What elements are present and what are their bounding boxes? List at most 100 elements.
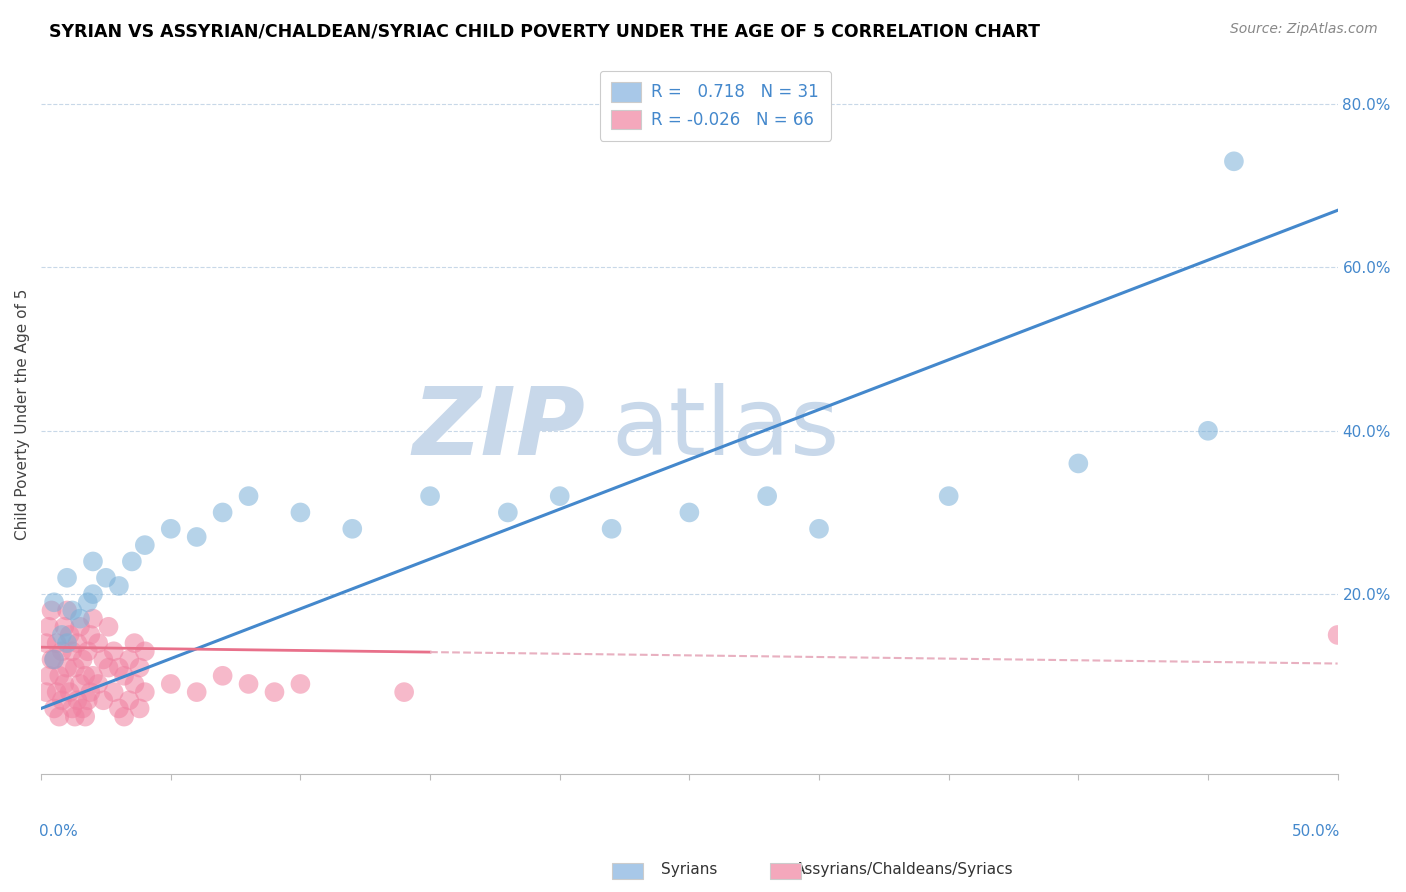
Point — [76, 644, 98, 658]
Point — [41, 652, 63, 666]
Point — [548, 489, 571, 503]
Text: Source: ZipAtlas.com: Source: ZipAtlas.com — [1230, 22, 1378, 37]
Point — [128, 701, 150, 715]
Point — [63, 709, 86, 723]
Point — [79, 685, 101, 699]
Point — [1326, 628, 1348, 642]
Point — [94, 571, 117, 585]
Point — [112, 669, 135, 683]
Point — [60, 603, 83, 617]
Point — [66, 636, 89, 650]
Point — [108, 701, 131, 715]
Text: atlas: atlas — [612, 383, 839, 475]
Point — [87, 636, 110, 650]
Point — [72, 701, 94, 715]
Point — [290, 506, 312, 520]
Text: 0.0%: 0.0% — [38, 824, 77, 839]
Point — [118, 652, 141, 666]
Point — [56, 636, 79, 650]
Point — [756, 489, 779, 503]
Point — [392, 685, 415, 699]
Text: SYRIAN VS ASSYRIAN/CHALDEAN/SYRIAC CHILD POVERTY UNDER THE AGE OF 5 CORRELATION : SYRIAN VS ASSYRIAN/CHALDEAN/SYRIAC CHILD… — [49, 22, 1040, 40]
Point — [45, 636, 67, 650]
Point — [496, 506, 519, 520]
Point — [76, 595, 98, 609]
Point — [35, 685, 58, 699]
Point — [938, 489, 960, 503]
Point — [60, 644, 83, 658]
Point — [186, 685, 208, 699]
Point — [56, 660, 79, 674]
Point — [108, 579, 131, 593]
Point — [41, 603, 63, 617]
Point — [82, 612, 104, 626]
Point — [600, 522, 623, 536]
Point — [263, 685, 285, 699]
Point — [60, 701, 83, 715]
Point — [211, 669, 233, 683]
Point — [97, 620, 120, 634]
Point — [118, 693, 141, 707]
Point — [38, 620, 60, 634]
Y-axis label: Child Poverty Under the Age of 5: Child Poverty Under the Age of 5 — [15, 289, 30, 541]
Point — [48, 709, 70, 723]
Point — [97, 660, 120, 674]
Point — [66, 693, 89, 707]
Point — [59, 628, 82, 642]
Point — [82, 554, 104, 568]
Point — [69, 677, 91, 691]
Point — [69, 620, 91, 634]
Point — [134, 685, 156, 699]
Point — [75, 709, 97, 723]
Point — [48, 669, 70, 683]
Legend: R =   0.718   N = 31, R = -0.026   N = 66: R = 0.718 N = 31, R = -0.026 N = 66 — [600, 70, 831, 141]
Point — [1067, 457, 1090, 471]
Point — [124, 636, 146, 650]
Point — [93, 693, 115, 707]
Point — [42, 701, 65, 715]
Point — [56, 571, 79, 585]
Point — [159, 677, 181, 691]
Point — [128, 660, 150, 674]
Point — [51, 693, 73, 707]
Point — [186, 530, 208, 544]
Point — [103, 644, 125, 658]
Point — [69, 612, 91, 626]
Text: ZIP: ZIP — [413, 383, 586, 475]
Point — [1197, 424, 1219, 438]
Point — [82, 669, 104, 683]
Point — [76, 693, 98, 707]
Point — [38, 669, 60, 683]
Text: 50.0%: 50.0% — [1292, 824, 1340, 839]
Text: Syrians: Syrians — [661, 863, 717, 877]
Point — [121, 554, 143, 568]
Point — [42, 595, 65, 609]
Point — [63, 660, 86, 674]
Point — [72, 652, 94, 666]
Point — [159, 522, 181, 536]
Point — [35, 636, 58, 650]
Point — [134, 644, 156, 658]
Point — [53, 620, 76, 634]
Point — [808, 522, 831, 536]
Point — [108, 660, 131, 674]
Point — [342, 522, 364, 536]
Point — [42, 652, 65, 666]
Point — [290, 677, 312, 691]
Point — [124, 677, 146, 691]
Text: Assyrians/Chaldeans/Syriacs: Assyrians/Chaldeans/Syriacs — [794, 863, 1012, 877]
Point — [678, 506, 700, 520]
Point — [93, 652, 115, 666]
Point — [75, 669, 97, 683]
Point — [51, 644, 73, 658]
Point — [53, 677, 76, 691]
Point — [59, 685, 82, 699]
Point — [419, 489, 441, 503]
Point — [45, 685, 67, 699]
Point — [56, 603, 79, 617]
Point — [103, 685, 125, 699]
Point — [42, 652, 65, 666]
Point — [87, 677, 110, 691]
Point — [82, 587, 104, 601]
Point — [238, 677, 260, 691]
